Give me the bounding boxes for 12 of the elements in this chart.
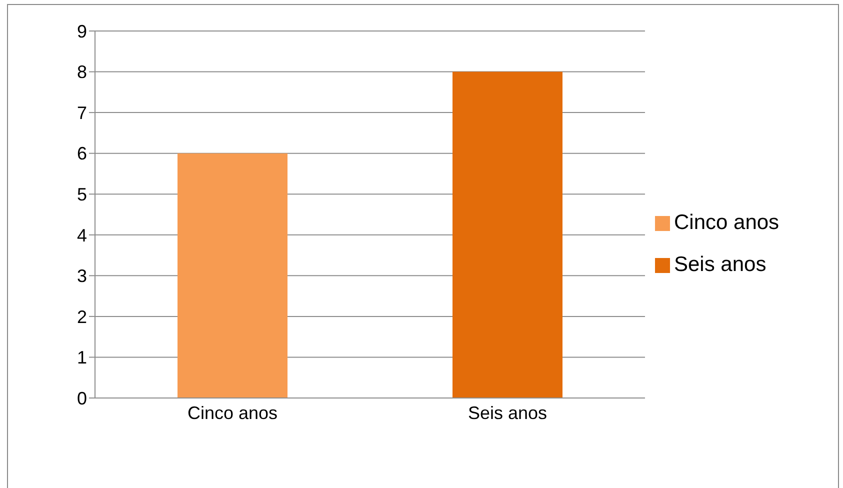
y-tick-label: 6	[76, 144, 87, 164]
y-tick-label: 9	[76, 21, 87, 42]
y-tick-label: 2	[76, 306, 87, 327]
y-tick-label: 8	[76, 62, 87, 82]
y-tick-label: 0	[76, 388, 87, 408]
legend-label: Cinco anos	[674, 211, 780, 234]
legend-label: Seis anos	[674, 253, 766, 276]
y-tick-label: 1	[76, 348, 87, 368]
y-tick-label: 5	[76, 184, 87, 204]
y-tick-label: 4	[76, 225, 87, 246]
y-tick-label: 3	[76, 266, 87, 286]
y-tick-label: 7	[76, 102, 87, 123]
